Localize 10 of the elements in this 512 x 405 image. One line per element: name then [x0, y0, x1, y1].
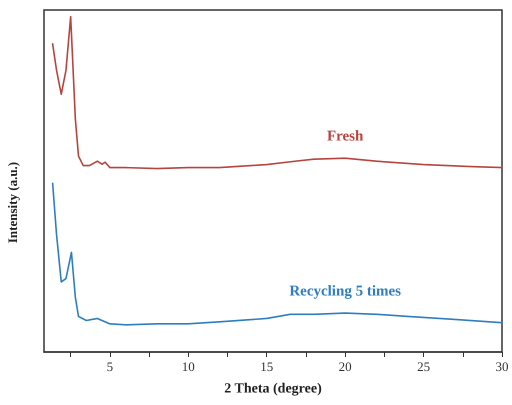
x-tick-label: 5 [106, 359, 114, 374]
x-tick-label: 30 [496, 359, 508, 374]
series-label: Recycling 5 times [289, 284, 402, 300]
series-label: Fresh [326, 128, 364, 145]
x-axis-title: 2 Theta (degree) [224, 382, 322, 396]
x-tick-label: 25 [417, 359, 430, 374]
x-tick-label: 10 [182, 359, 195, 374]
x-tick-label: 15 [260, 359, 274, 374]
x-tick-label: 20 [338, 359, 352, 374]
y-axis-title: Intensity (a.u.) [5, 162, 20, 244]
